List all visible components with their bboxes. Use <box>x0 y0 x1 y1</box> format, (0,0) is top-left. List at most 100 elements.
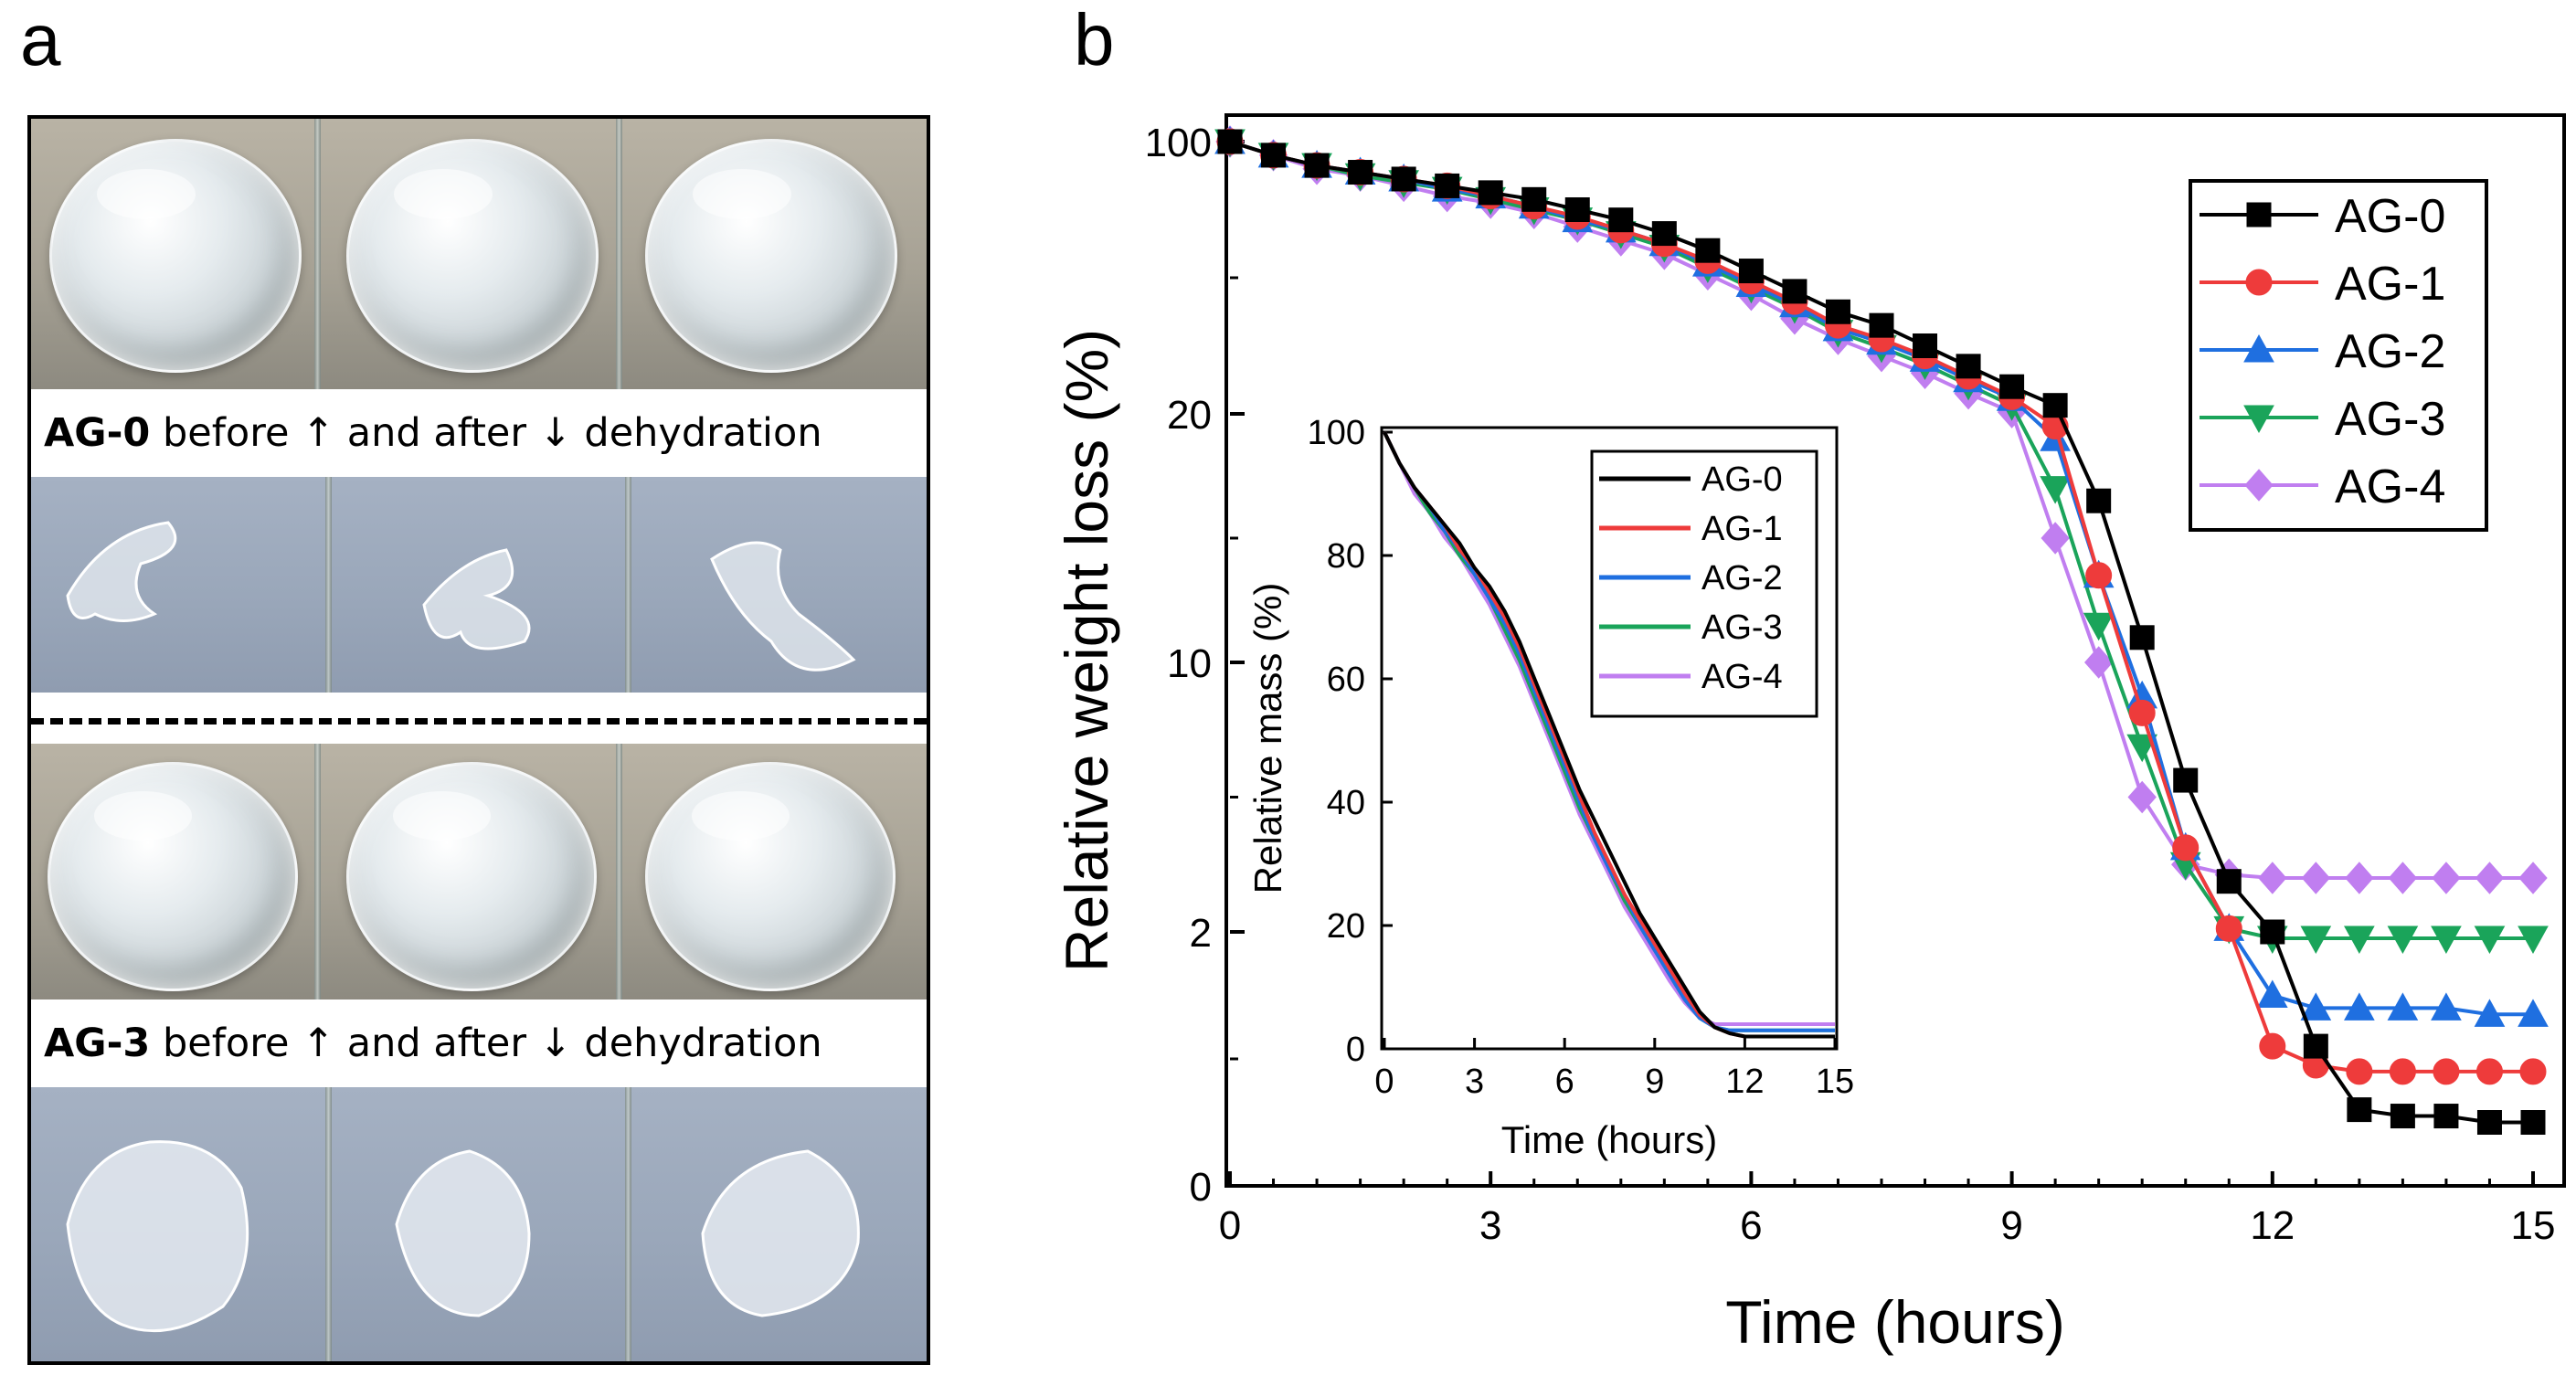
main-legend-box <box>2189 179 2488 532</box>
data-point <box>2389 1058 2416 1085</box>
main-legend: AG-0 AG-1 AG-2 AG-3 AG-4 <box>2189 179 2488 532</box>
main-y-tick-label: 20 <box>1167 393 1212 438</box>
data-point <box>2303 1033 2328 1059</box>
main-x-tick-label: 0 <box>1219 1203 1241 1248</box>
photo-ag0-before <box>31 119 927 389</box>
data-point <box>2431 992 2462 1021</box>
data-point <box>1391 166 1416 192</box>
main-y-tick-label: 0 <box>1190 1165 1212 1210</box>
main-x-tick-labels: 0 3 6 9 12 15 <box>1219 1203 2556 1248</box>
dried-gel-films <box>66 1140 860 1333</box>
data-point <box>2041 522 2070 555</box>
legend-label: AG-2 <box>2335 325 2445 378</box>
legend-label: AG-0 <box>2335 190 2445 243</box>
data-point <box>2474 999 2506 1027</box>
inset-legend-box <box>1590 450 1818 718</box>
glass-slide-edge <box>616 119 622 389</box>
caption-ag3-text: before ↑ and after ↓ dehydration <box>163 1021 822 1066</box>
data-point <box>1217 129 1243 154</box>
main-x-tick-label: 9 <box>2000 1203 2022 1248</box>
data-point <box>2300 925 2332 954</box>
data-point <box>2040 476 2071 504</box>
inset-y-tick-label: 20 <box>1327 907 1365 946</box>
inset-legend-entry-ag-3: AG-3 <box>1599 608 1783 647</box>
data-point <box>1608 207 1634 233</box>
data-point <box>2259 1032 2286 1060</box>
inset-y-tick-label: 0 <box>1346 1031 1365 1069</box>
inset-plot-frame <box>1380 426 1839 1051</box>
data-point <box>2476 1110 2502 1135</box>
data-point <box>2387 992 2419 1021</box>
data-point <box>2172 834 2200 862</box>
main-series-ag-0 <box>1217 129 2546 1135</box>
data-point <box>1913 333 1938 358</box>
glass-slide-edge <box>616 744 622 1000</box>
photo-ag0-after <box>31 477 927 693</box>
glass-slide-edge <box>325 477 332 693</box>
glass-slide-edge <box>314 119 321 389</box>
inset-y-tick-label: 80 <box>1327 537 1365 576</box>
data-point <box>1564 197 1590 222</box>
legend-entry-ag-4: AG-4 <box>2200 460 2445 513</box>
main-y-tick-label: 10 <box>1167 641 1212 686</box>
data-point <box>2127 780 2157 814</box>
inset-legend-label: AG-0 <box>1701 460 1783 499</box>
inset-x-tick-label: 3 <box>1465 1063 1484 1101</box>
panel-label-b: b <box>1074 0 1115 80</box>
data-point <box>2256 979 2288 1008</box>
inset-x-tick-label: 0 <box>1374 1063 1394 1101</box>
main-y-tick-labels: 0 2 10 20 100 <box>1145 121 1212 1210</box>
hydrogel-disc <box>645 762 896 991</box>
data-point <box>2083 612 2115 641</box>
data-point <box>2432 862 2461 894</box>
legend-marker <box>2243 333 2274 363</box>
legend-marker <box>2244 469 2274 502</box>
data-point <box>2042 393 2068 418</box>
legend-entry-ag-2: AG-2 <box>2200 325 2445 378</box>
caption-ag3-sample: AG-3 <box>44 1021 151 1066</box>
data-point <box>1348 160 1373 185</box>
inset-legend-label: AG-1 <box>1701 510 1783 548</box>
data-point <box>2390 1104 2415 1129</box>
photo-ag3-after <box>31 1087 927 1361</box>
inset-legend-entry-ag-1: AG-1 <box>1599 510 1783 548</box>
hydrogel-disc <box>645 139 897 373</box>
main-x-tick-label: 12 <box>2250 1203 2295 1248</box>
inset-legend-entry-ag-2: AG-2 <box>1599 559 1783 598</box>
dashed-separator <box>31 718 927 725</box>
data-point <box>2431 925 2462 954</box>
data-point <box>2518 862 2548 894</box>
legend-label: AG-3 <box>2335 393 2445 446</box>
data-point <box>2433 1058 2460 1085</box>
legend-entry-ag-0: AG-0 <box>2200 190 2445 243</box>
inset-y-tick-label: 100 <box>1308 414 1365 452</box>
caption-ag0: AG-0 before ↑ and after ↓ dehydration <box>31 389 927 477</box>
photo-ag3-before <box>31 744 927 1000</box>
glass-slide-edge <box>625 1087 631 1361</box>
data-point <box>2346 1058 2373 1085</box>
data-point <box>2387 925 2419 954</box>
glass-slide-edge <box>325 1087 332 1361</box>
data-point <box>2518 999 2549 1027</box>
panel-label-a: a <box>20 0 61 80</box>
data-point <box>2344 925 2375 954</box>
data-point <box>2128 699 2156 726</box>
data-point <box>2260 919 2285 945</box>
inset-series-group <box>1383 431 1835 1039</box>
hydrogel-disc <box>346 139 599 373</box>
hydrogel-disc <box>346 762 597 991</box>
legend-entry-ag-1: AG-1 <box>2200 258 2445 311</box>
caption-ag3: AG-3 before ↑ and after ↓ dehydration <box>31 1000 927 1087</box>
inset-y-tick-label: 40 <box>1327 784 1365 822</box>
data-point <box>1435 173 1460 198</box>
inset-legend-label: AG-3 <box>1701 608 1783 647</box>
data-point <box>2519 1058 2547 1085</box>
legend-marker <box>2245 269 2273 296</box>
data-point <box>2301 862 2331 894</box>
legend-marker <box>2246 202 2272 227</box>
inset-x-tick-label: 9 <box>1645 1063 1664 1101</box>
inset-y-tick-label: 60 <box>1327 661 1365 699</box>
data-point <box>2347 1097 2372 1123</box>
main-x-tick-label: 6 <box>1740 1203 1762 1248</box>
data-point <box>1304 153 1330 178</box>
